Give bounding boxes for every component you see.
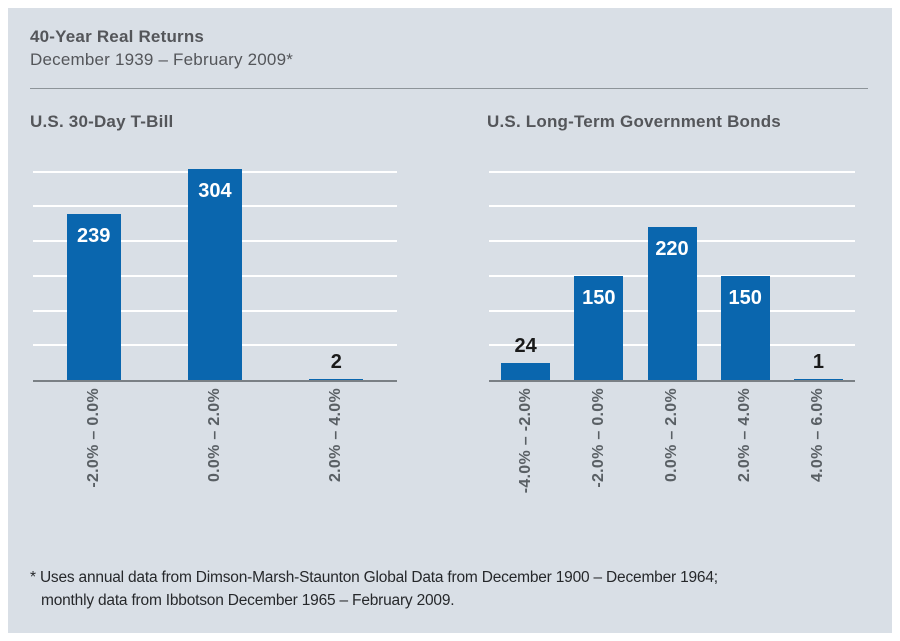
bar: 239	[66, 213, 121, 380]
bonds-chart-plot: 24 150 220 150 1	[489, 160, 855, 382]
x-label-slot: 2.0% – 4.0%	[276, 388, 397, 518]
gridline	[489, 205, 855, 208]
bar-slot: 239	[33, 160, 154, 380]
x-label-slot: 0.0% – 2.0%	[635, 388, 708, 518]
x-axis-label: -2.0% – 0.0%	[84, 388, 102, 488]
x-label-slot: 4.0% – 6.0%	[782, 388, 855, 518]
bar-value-label: 150	[728, 286, 762, 309]
bar: 150	[574, 275, 624, 380]
footnote: * Uses annual data from Dimson-Marsh-Sta…	[30, 566, 850, 612]
bar-value-label: 304	[198, 179, 232, 202]
x-label-slot: -4.0% – -2.0%	[489, 388, 562, 518]
footnote-line-2: monthly data from Ibbotson December 1965…	[41, 592, 455, 609]
tbill-bars-area: 239 304 2	[33, 160, 397, 380]
bar-value-label: 239	[76, 224, 111, 247]
tbill-x-axis-labels: -2.0% – 0.0% 0.0% – 2.0% 2.0% – 4.0%	[33, 388, 397, 518]
x-label-slot: 2.0% – 4.0%	[709, 388, 782, 518]
x-label-slot: -2.0% – 0.0%	[562, 388, 635, 518]
gridline	[489, 170, 855, 173]
bar-slot: 1	[782, 160, 855, 380]
bonds-x-axis-labels: -4.0% – -2.0% -2.0% – 0.0% 0.0% – 2.0% 2.0%…	[489, 388, 855, 518]
x-axis-label: 2.0% – 4.0%	[327, 388, 345, 483]
bonds-chart-title: U.S. Long-Term Government Bonds	[487, 112, 781, 131]
bar: 304	[187, 168, 242, 380]
bar-slot: 2	[276, 160, 397, 380]
bar	[501, 363, 551, 380]
footnote-line-1: * Uses annual data from Dimson-Marsh-Sta…	[30, 569, 718, 586]
page-title: 40-Year Real Returns	[30, 27, 205, 46]
bar-value-label: 24	[514, 335, 537, 358]
bar-slot: 150	[562, 160, 635, 380]
page-subtitle: December 1939 – February 2009*	[30, 50, 294, 69]
x-axis-label: -2.0% – 0.0%	[589, 388, 607, 488]
bar-slot: 220	[635, 160, 708, 380]
x-axis-label: -4.0% – -2.0%	[516, 388, 534, 494]
bonds-bars-area: 24 150 220 150 1	[489, 160, 855, 380]
x-axis-label: 0.0% – 2.0%	[205, 388, 223, 483]
slide-panel: 40-Year Real Returns December 1939 – Feb…	[8, 8, 892, 633]
x-label-slot: -2.0% – 0.0%	[33, 388, 154, 518]
bar-slot: 304	[154, 160, 275, 380]
bar-value-label: 2	[330, 350, 342, 373]
bar-slot: 24	[489, 160, 562, 380]
bar	[793, 379, 843, 380]
bar	[309, 378, 364, 380]
bar: 220	[647, 227, 697, 380]
header-divider	[30, 88, 868, 89]
x-axis-label: 0.0% – 2.0%	[663, 388, 680, 483]
tbill-x-axis-line	[33, 380, 397, 382]
bar-value-label: 1	[812, 351, 824, 374]
x-axis-label: 4.0% – 6.0%	[809, 388, 827, 483]
x-label-slot: 0.0% – 2.0%	[154, 388, 275, 518]
tbill-chart-plot: 239 304 2	[33, 160, 397, 382]
x-axis-label: 2.0% – 4.0%	[736, 388, 754, 483]
bar-slot: 150	[709, 160, 782, 380]
bar: 150	[720, 275, 770, 380]
bar-value-label: 150	[582, 286, 616, 309]
bar-value-label: 220	[655, 238, 689, 261]
tbill-chart-title: U.S. 30-Day T-Bill	[30, 112, 174, 131]
bonds-x-axis-line	[489, 380, 855, 382]
